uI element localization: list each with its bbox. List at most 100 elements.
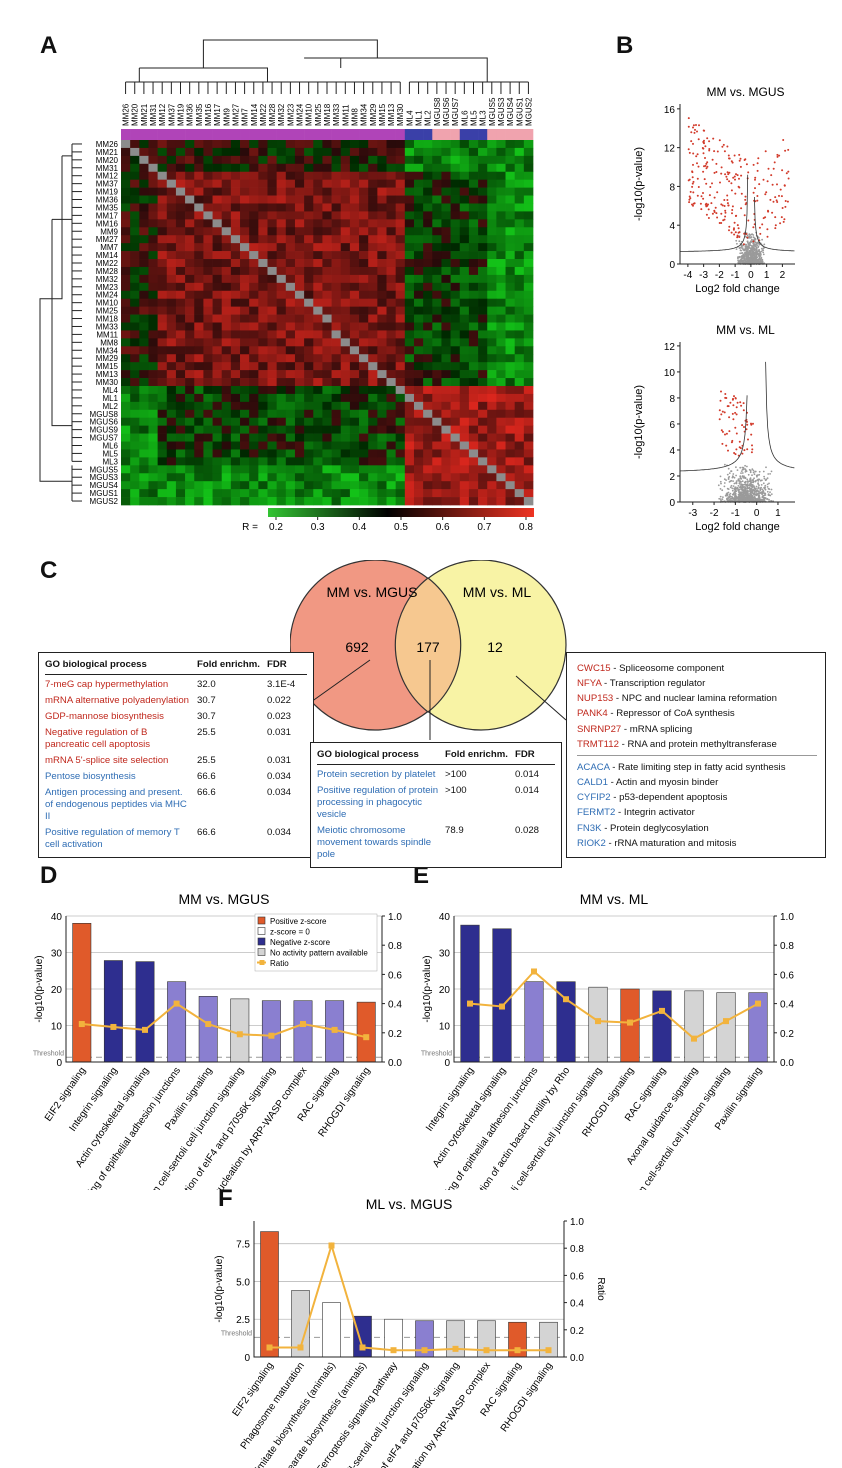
heatmap-cell — [304, 243, 314, 252]
volcano-point — [734, 453, 737, 456]
volcano-point — [739, 157, 742, 160]
volcano-point — [726, 178, 729, 181]
heatmap-cell — [496, 259, 506, 268]
heatmap-cell — [212, 409, 223, 419]
heatmap-cell — [130, 235, 140, 244]
heatmap-cell — [322, 140, 332, 149]
heatmap-cell — [359, 441, 369, 450]
sample-group-bar — [450, 129, 461, 140]
heatmap-cell — [459, 417, 470, 426]
heatmap-row-label: MM21 — [96, 148, 119, 157]
heatmap-cell — [148, 203, 158, 212]
category-label: Actin nucleation by ARP-WASP complex — [198, 1065, 310, 1190]
go-fold-enrichment: >100 — [445, 784, 467, 796]
heatmap-cell — [349, 251, 360, 260]
heatmap-cell — [523, 227, 534, 236]
volcano-point — [739, 249, 742, 252]
heatmap-col-label: MM33 — [332, 103, 341, 126]
heatmap-cell — [404, 473, 415, 482]
heatmap-cell — [404, 187, 415, 196]
heatmap-cell — [203, 489, 213, 498]
heatmap-cell — [432, 481, 442, 490]
heatmap-cell — [294, 211, 305, 220]
heatmap-cell — [166, 441, 177, 450]
heatmap-cell — [139, 227, 149, 236]
heatmap-cell — [322, 298, 332, 307]
heatmap-cell — [285, 378, 296, 387]
volcano-point — [787, 148, 790, 151]
heatmap-cell — [395, 354, 406, 363]
heatmap-cell — [514, 298, 525, 307]
x-tick-label: 2 — [780, 270, 786, 281]
heatmap-cell — [487, 203, 497, 212]
gene-entry: RIOK2 - rRNA maturation and mitosis — [577, 836, 817, 851]
volcano-point — [719, 480, 722, 483]
heatmap-cell — [514, 235, 525, 244]
heatmap-cell — [203, 203, 213, 212]
volcano-point — [747, 247, 749, 250]
heatmap-cell — [285, 306, 296, 315]
heatmap-cell — [423, 243, 433, 252]
heatmap-cell — [478, 147, 488, 157]
heatmap-cell — [423, 163, 433, 173]
sample-group-bar — [432, 129, 442, 140]
y-tick-label: 10 — [664, 368, 676, 379]
heatmap-cell — [395, 187, 406, 196]
heatmap-cell — [331, 266, 342, 276]
heatmap-cell — [340, 481, 351, 490]
heatmap-cell — [322, 449, 332, 458]
y2-tick-label: 1.0 — [570, 1217, 584, 1228]
volcano-point — [734, 397, 737, 399]
heatmap-cell — [276, 473, 287, 482]
heatmap-cell — [377, 497, 387, 506]
heatmap-cell — [359, 378, 369, 387]
heatmap-cell — [395, 266, 406, 276]
heatmap-cell — [294, 259, 305, 268]
heatmap-cell — [450, 179, 461, 188]
gene-symbol: FN3K — [577, 822, 602, 834]
volcano-point — [779, 222, 782, 225]
volcano-point — [774, 224, 777, 227]
heatmap-cell — [359, 211, 369, 220]
heatmap-cell — [322, 179, 332, 188]
x-tick-label: -4 — [683, 270, 692, 281]
volcano-point — [721, 489, 724, 492]
heatmap-cell — [331, 306, 342, 315]
volcano-point — [691, 176, 694, 179]
y2-tick-label: 0.2 — [570, 1326, 584, 1337]
heatmap-cell — [203, 227, 213, 236]
heatmap-cell — [349, 425, 360, 434]
heatmap-cell — [185, 171, 195, 181]
heatmap-cell — [221, 155, 232, 165]
heatmap-cell — [432, 290, 442, 300]
heatmap-cell — [413, 227, 424, 236]
heatmap-cell — [459, 140, 470, 149]
heatmap-cell — [423, 147, 433, 157]
volcano-point — [787, 170, 790, 173]
volcano-point — [708, 149, 711, 152]
heatmap-cell — [441, 298, 451, 307]
volcano-point — [688, 151, 691, 154]
heatmap-cell — [423, 489, 433, 498]
heatmap-cell — [166, 385, 177, 395]
heatmap-cell — [441, 147, 451, 157]
heatmap-cell — [395, 259, 406, 268]
heatmap-cell — [359, 433, 369, 442]
heatmap-cell — [331, 457, 342, 466]
heatmap-cell — [249, 362, 259, 371]
heatmap-cell — [203, 449, 213, 458]
heatmap-cell — [496, 449, 506, 458]
heatmap-cell — [267, 338, 277, 347]
heatmap-cell — [441, 401, 451, 411]
heatmap-cell — [432, 322, 442, 331]
heatmap-cell — [514, 449, 525, 458]
volcano-point — [705, 167, 708, 170]
volcano-point — [700, 208, 703, 211]
volcano-point — [720, 172, 723, 175]
volcano-point — [734, 496, 736, 499]
heatmap-cell — [267, 251, 277, 260]
heatmap-row-label: MGUS5 — [90, 465, 119, 474]
volcano-point — [746, 234, 749, 237]
heatmap-cell — [331, 473, 342, 482]
